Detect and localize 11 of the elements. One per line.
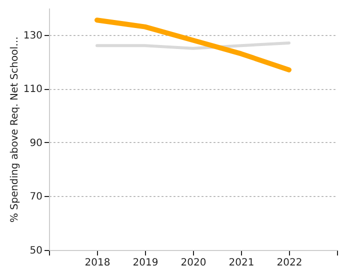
x-tick-label: 2019 (132, 258, 158, 268)
y-axis-title: % Spending above Req. Net School… (9, 36, 20, 222)
y-tick-label: 130 (23, 30, 42, 42)
x-tick-label: 2020 (180, 258, 206, 268)
y-tick-label: 50 (30, 246, 42, 256)
y-tick-label: 70 (30, 192, 42, 203)
x-tick-label: 2018 (84, 258, 110, 268)
y-tick-label: 90 (30, 138, 42, 149)
x-tick-label: 2021 (228, 258, 254, 268)
x-tick-label: 2022 (276, 258, 302, 268)
y-tick-label: 110 (23, 84, 42, 96)
